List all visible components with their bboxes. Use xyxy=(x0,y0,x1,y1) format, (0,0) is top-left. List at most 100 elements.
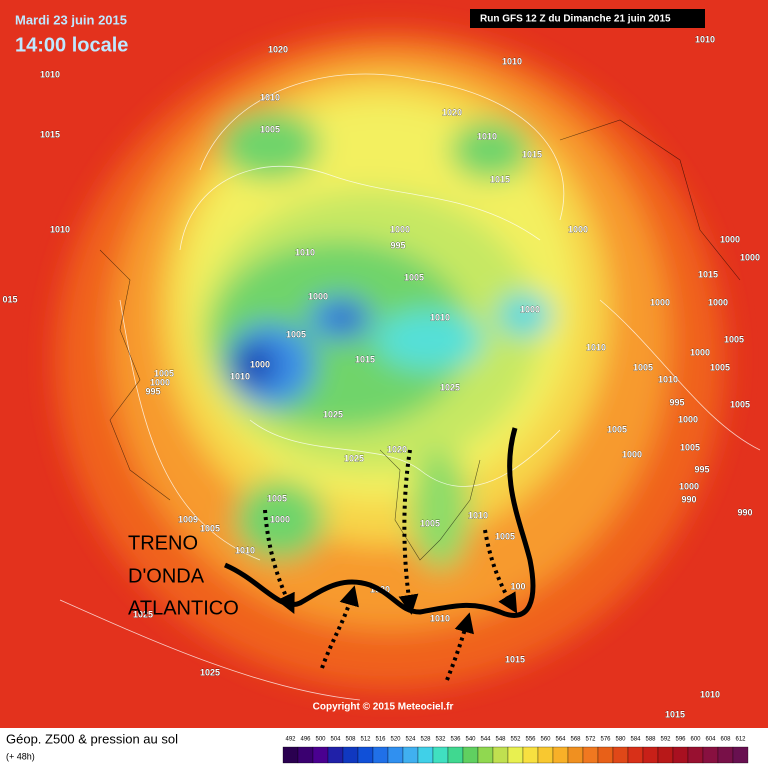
color-swatch xyxy=(297,746,314,764)
pressure-label: 1020 xyxy=(442,107,462,117)
scale-label: 536 xyxy=(450,737,461,743)
scale-label: 600 xyxy=(690,737,701,743)
annotation-line: D'ONDA xyxy=(128,565,205,587)
color-swatch xyxy=(672,746,689,764)
pressure-label: 1015 xyxy=(490,174,510,184)
color-swatch xyxy=(507,746,524,764)
color-swatch xyxy=(522,746,539,764)
pressure-label: 1000 xyxy=(720,234,740,244)
geopotential-field xyxy=(55,30,725,690)
pressure-label: 1010 xyxy=(260,92,280,102)
pressure-label: 990 xyxy=(681,494,696,504)
color-swatch xyxy=(732,746,749,764)
color-swatch xyxy=(642,746,659,764)
pressure-label: 1005 xyxy=(286,329,306,339)
scale-label: 512 xyxy=(360,737,371,743)
scale-label: 568 xyxy=(570,737,581,743)
pressure-label: 1025 xyxy=(133,609,153,619)
pressure-label: 1010 xyxy=(586,342,606,352)
flow-arrows xyxy=(263,449,518,681)
color-swatch xyxy=(552,746,569,764)
pressure-label: 1000 xyxy=(690,347,710,357)
scale-label: 584 xyxy=(630,737,641,743)
pressure-label: 995 xyxy=(669,397,684,407)
pressure-label: 1025 xyxy=(440,382,460,392)
color-scale: 492 496 500 504 508 512 516 520 524 528 532 536 540 5… xyxy=(282,737,749,764)
pressure-label: 995 xyxy=(694,464,709,474)
scale-label: 560 xyxy=(540,737,551,743)
scale-label: 548 xyxy=(495,737,506,743)
scale-label: 496 xyxy=(300,737,311,743)
scale-label: 528 xyxy=(420,737,431,743)
scale-label: 524 xyxy=(405,737,416,743)
pressure-label: 1005 xyxy=(260,124,280,134)
pressure-label: 015 xyxy=(2,294,17,304)
scale-label: 520 xyxy=(390,737,401,743)
pressure-label: 1005 xyxy=(724,334,744,344)
pressure-label: 100 xyxy=(510,581,525,591)
pressure-label: 1015 xyxy=(40,129,60,139)
pressure-label: 1000 xyxy=(270,514,290,524)
pressure-label: 1000 xyxy=(679,481,699,491)
scale-label: 544 xyxy=(480,737,491,743)
footer-title: Géop. Z500 & pression au sol xyxy=(6,731,178,746)
copyright: Copyright © 2015 Meteociel.fr xyxy=(313,702,454,713)
color-swatch xyxy=(717,746,734,764)
pressure-label: 1010 xyxy=(230,371,250,381)
pressure-label: 1005 xyxy=(200,523,220,533)
footer-lead: (+ 48h) xyxy=(6,751,35,761)
scale-label: 588 xyxy=(645,737,656,743)
pressure-label: 1015 xyxy=(665,709,685,719)
pressure-label: 1000 xyxy=(520,304,540,314)
annotation-line: ATLANTICO xyxy=(128,597,239,619)
scale-label: 552 xyxy=(510,737,521,743)
coastlines xyxy=(99,119,741,561)
pressure-label: 1005 xyxy=(267,493,287,503)
color-swatch xyxy=(702,746,719,764)
pressure-label: 1005 xyxy=(495,531,515,541)
color-swatch xyxy=(447,746,464,764)
pressure-label: 990 xyxy=(737,507,752,517)
pressure-label: 995 xyxy=(390,240,405,250)
pressure-label: 1025 xyxy=(323,409,343,419)
color-swatch xyxy=(357,746,374,764)
color-swatch xyxy=(627,746,644,764)
scale-label: 580 xyxy=(615,737,626,743)
scale-label: 556 xyxy=(525,737,536,743)
scale-label: 592 xyxy=(660,737,671,743)
scale-label: 500 xyxy=(315,737,326,743)
pressure-label: 1000 xyxy=(568,224,588,234)
run-box xyxy=(470,9,705,28)
isobars xyxy=(59,73,761,701)
scale-label: 612 xyxy=(735,737,746,743)
pressure-label: 1005 xyxy=(710,362,730,372)
pressure-label: 1015 xyxy=(355,354,375,364)
pressure-label: 1000 xyxy=(150,377,170,387)
scale-label: 540 xyxy=(465,737,476,743)
scale-label: 508 xyxy=(345,737,356,743)
color-swatch xyxy=(387,746,404,764)
pressure-label: 1010 xyxy=(40,69,60,79)
forecast-time: 14:00 locale xyxy=(15,34,128,56)
color-swatch xyxy=(282,746,299,764)
pressure-label: 1005 xyxy=(404,272,424,282)
pressure-label: 1010 xyxy=(295,247,315,257)
pressure-label: 1015 xyxy=(505,654,525,664)
scale-label: 504 xyxy=(330,737,341,743)
pressure-label: 1000 xyxy=(622,449,642,459)
pressure-label: 1025 xyxy=(200,667,220,677)
pressure-label: 1010 xyxy=(700,689,720,699)
pressure-label: 1000 xyxy=(678,414,698,424)
color-swatch xyxy=(477,746,494,764)
pressure-label: 1000 xyxy=(708,297,728,307)
color-swatch xyxy=(657,746,674,764)
pressure-label: 1000 xyxy=(390,224,410,234)
scale-label: 576 xyxy=(600,737,611,743)
pressure-label: 1009 xyxy=(178,514,198,524)
pressure-label: 1005 xyxy=(420,518,440,528)
pressure-label: 1010 xyxy=(477,131,497,141)
run-info: Run GFS 12 Z du Dimanche 21 juin 2015 xyxy=(480,14,671,25)
color-swatch xyxy=(327,746,344,764)
pressure-label: 1025 xyxy=(344,453,364,463)
